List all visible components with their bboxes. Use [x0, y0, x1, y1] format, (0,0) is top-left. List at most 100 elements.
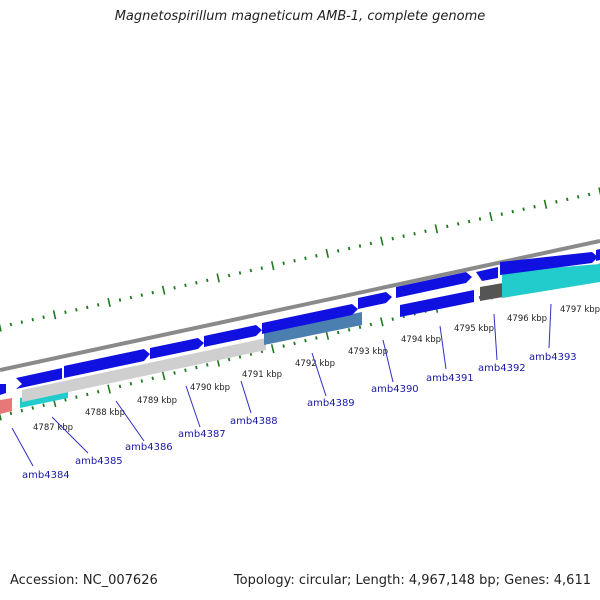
- inner-tick-27: [293, 341, 296, 346]
- inner-tick-8: [86, 392, 89, 397]
- inner-tick-3: [31, 406, 34, 410]
- kbp-label: 4793 kbp: [348, 347, 388, 357]
- outer-tick-49: [533, 204, 536, 209]
- gene-label[interactable]: amb4390: [371, 384, 419, 395]
- inner-tick-14: [151, 376, 154, 381]
- outer-tick-23: [249, 268, 253, 273]
- accession-text: Accession: NC_007626: [10, 573, 158, 588]
- outer-tick-51: [555, 200, 558, 204]
- outer-tick-37: [402, 234, 405, 238]
- gene-label[interactable]: amb4385: [75, 456, 123, 467]
- outer-tick-8: [86, 305, 89, 310]
- outer-tick-4: [42, 315, 45, 319]
- gene-label[interactable]: amb4389: [307, 398, 355, 409]
- outer-tick-10: [107, 297, 111, 308]
- gene-label[interactable]: amb4387: [178, 429, 226, 440]
- inner-tick-4: [42, 403, 45, 408]
- inner-tick-22: [238, 355, 242, 359]
- inner-tick-33: [358, 325, 362, 329]
- outer-tick-36: [391, 236, 394, 241]
- outer-tick-0: [0, 323, 2, 332]
- outer-tick-24: [260, 266, 264, 270]
- outer-tick-43: [467, 219, 471, 224]
- cds-arrow-1: [16, 368, 62, 389]
- gene-leader-line: [240, 380, 252, 414]
- inner-tick-15: [161, 371, 166, 381]
- cds-arrow-3: [150, 338, 204, 359]
- inner-tick-30: [325, 330, 330, 340]
- outer-tick-46: [500, 212, 504, 216]
- outer-tick-13: [140, 293, 144, 297]
- cds-arrow-0: [0, 384, 6, 395]
- outer-tick-3: [31, 317, 34, 322]
- gene-leader-line: [548, 303, 552, 349]
- outer-tick-31: [336, 249, 340, 253]
- inner-tick-6: [64, 398, 67, 402]
- inner-tick-19: [206, 363, 209, 367]
- inner-tick-11: [118, 384, 122, 389]
- outer-tick-11: [118, 298, 122, 302]
- gene-label[interactable]: amb4393: [529, 352, 577, 363]
- outer-tick-14: [151, 290, 154, 295]
- gene-label[interactable]: amb4386: [125, 442, 173, 453]
- outer-tick-30: [325, 248, 330, 258]
- cds-arrow-2: [64, 349, 150, 378]
- outer-tick-6: [64, 310, 67, 315]
- outer-tick-40: [434, 224, 439, 234]
- gene-leader-line: [51, 416, 89, 454]
- outer-tick-26: [282, 261, 285, 265]
- inner-tick-26: [282, 344, 285, 348]
- kbp-label: 4789 kbp: [137, 396, 177, 406]
- inner-tick-18: [195, 365, 198, 370]
- gene-leader-line: [493, 313, 498, 361]
- outer-tick-32: [347, 246, 351, 251]
- outer-tick-27: [293, 258, 296, 263]
- gene-label[interactable]: amb4384: [22, 470, 70, 481]
- outer-tick-45: [489, 211, 493, 222]
- cds-arrow-4: [204, 325, 262, 347]
- outer-tick-28: [304, 256, 307, 261]
- inner-tick-13: [140, 379, 144, 383]
- inner-tick-16: [173, 371, 176, 375]
- inner-tick-12: [129, 381, 133, 386]
- outer-tick-22: [238, 271, 242, 275]
- feature-pink-block: [0, 398, 12, 414]
- outer-tick-ring: [0, 187, 600, 332]
- cds-arrow-5: [262, 304, 358, 334]
- kbp-label: 4792 kbp: [295, 359, 335, 369]
- gene-leader-line: [439, 325, 447, 370]
- kbp-label: 4796 kbp: [507, 314, 547, 324]
- inner-tick-9: [96, 390, 100, 394]
- kbp-label: 4788 kbp: [85, 408, 125, 418]
- kbp-scale-labels: 4787 kbp 4788 kbp 4789 kbp 4790 kbp 4791 kbp…: [33, 305, 600, 433]
- inner-tick-7: [75, 395, 78, 399]
- inner-tick-35: [379, 317, 384, 327]
- cds-arrow-8: [400, 290, 474, 317]
- feature-cyan-block: [502, 264, 600, 298]
- cds-arrow-11: [596, 249, 600, 261]
- inner-tick-31: [336, 330, 340, 335]
- outer-tick-55: [598, 187, 600, 196]
- outer-tick-44: [478, 217, 482, 221]
- inner-tick-36: [391, 317, 394, 321]
- gene-leader-line: [185, 385, 201, 428]
- outer-tick-17: [184, 283, 187, 288]
- kbp-label: 4787 kbp: [33, 423, 73, 433]
- inner-tick-32: [347, 328, 351, 332]
- inner-tick-0: [0, 412, 2, 421]
- kbp-label: 4795 kbp: [454, 324, 494, 334]
- outer-tick-16: [173, 285, 176, 290]
- outer-tick-7: [75, 308, 78, 312]
- feature-steel-block: [264, 312, 362, 345]
- kbp-label: 4790 kbp: [190, 383, 230, 393]
- outer-tick-47: [511, 209, 514, 214]
- outer-tick-53: [576, 195, 580, 199]
- gene-label[interactable]: amb4388: [230, 416, 278, 427]
- outer-tick-1: [9, 322, 13, 327]
- inner-tick-34: [369, 322, 373, 327]
- gene-label[interactable]: amb4391: [426, 373, 474, 384]
- gene-label[interactable]: amb4392: [478, 363, 526, 374]
